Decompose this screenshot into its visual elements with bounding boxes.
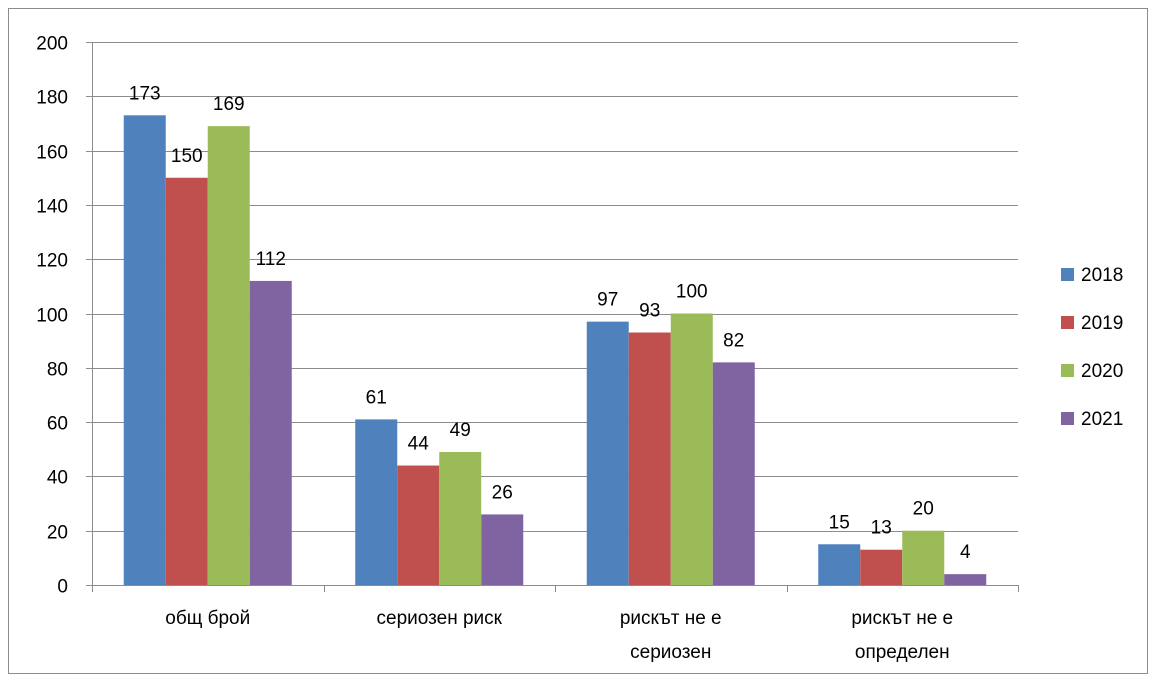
bar — [586, 321, 629, 585]
bar-data-label: 20 — [913, 499, 934, 520]
bar-data-label: 93 — [639, 301, 660, 322]
bar-data-label: 173 — [129, 83, 161, 104]
y-tick-label: 100 — [36, 306, 68, 327]
bar — [355, 419, 398, 585]
x-category-label: сериозен — [630, 642, 711, 663]
y-tick-label: 20 — [47, 523, 68, 544]
bar — [818, 544, 861, 585]
y-tick-label: 80 — [47, 360, 68, 381]
bar — [207, 126, 250, 585]
legend-label: 2018 — [1081, 265, 1123, 286]
y-tick-label: 160 — [36, 143, 68, 164]
y-tick-label: 140 — [36, 197, 68, 218]
bar — [712, 362, 755, 585]
y-tick-label: 180 — [36, 88, 68, 109]
bar — [165, 177, 208, 585]
legend-swatch — [1061, 316, 1074, 329]
bar-data-label: 61 — [366, 387, 387, 408]
legend-label: 2019 — [1081, 313, 1123, 334]
bar — [902, 530, 945, 585]
bar — [628, 332, 671, 585]
bars — [123, 115, 987, 586]
y-tick-label: 40 — [47, 468, 68, 489]
x-category-label: общ брой — [165, 608, 250, 629]
bar — [123, 115, 166, 586]
bar-data-label: 26 — [492, 482, 513, 503]
legend-swatch — [1061, 412, 1074, 425]
data-labels: 173 150 169 112 61 44 49 26 97 93 100 82 15 13 20 4 — [129, 83, 971, 563]
bar — [249, 280, 292, 585]
y-tick-label: 120 — [36, 251, 68, 272]
bar — [439, 451, 482, 585]
bar — [670, 313, 713, 585]
legend-swatch — [1061, 364, 1074, 377]
bar — [481, 514, 524, 585]
legend-label: 2020 — [1081, 361, 1123, 382]
bar-data-label: 13 — [871, 518, 892, 539]
bar-data-label: 100 — [676, 282, 708, 303]
bar-data-label: 150 — [171, 146, 203, 167]
x-category-label: определен — [855, 642, 950, 663]
bar-data-label: 169 — [213, 94, 245, 115]
bar-data-label: 15 — [829, 512, 850, 533]
x-category-label: рискът не е — [851, 608, 953, 629]
legend-label: 2021 — [1081, 409, 1123, 430]
bar — [944, 574, 987, 585]
bar-data-label: 4 — [960, 542, 971, 563]
bar — [860, 549, 903, 585]
bar-data-label: 49 — [450, 420, 471, 441]
bar-data-label: 112 — [256, 249, 286, 270]
y-tick-label: 200 — [36, 34, 68, 55]
x-category-label: сериозен риск — [377, 608, 503, 629]
y-tick-label: 60 — [47, 414, 68, 435]
axes: 0 20 40 60 80 100 120 140 160 180 200 общ брой серио… — [36, 34, 1019, 663]
legend: 2018 2019 2020 2021 — [1061, 265, 1123, 430]
bar — [397, 465, 440, 585]
y-tick-label: 0 — [57, 577, 68, 598]
bar-data-label: 82 — [723, 330, 744, 351]
legend-swatch — [1061, 268, 1074, 281]
bar-data-label: 44 — [408, 434, 430, 455]
x-category-label: рискът не е — [620, 608, 722, 629]
bar-data-label: 97 — [597, 290, 618, 311]
